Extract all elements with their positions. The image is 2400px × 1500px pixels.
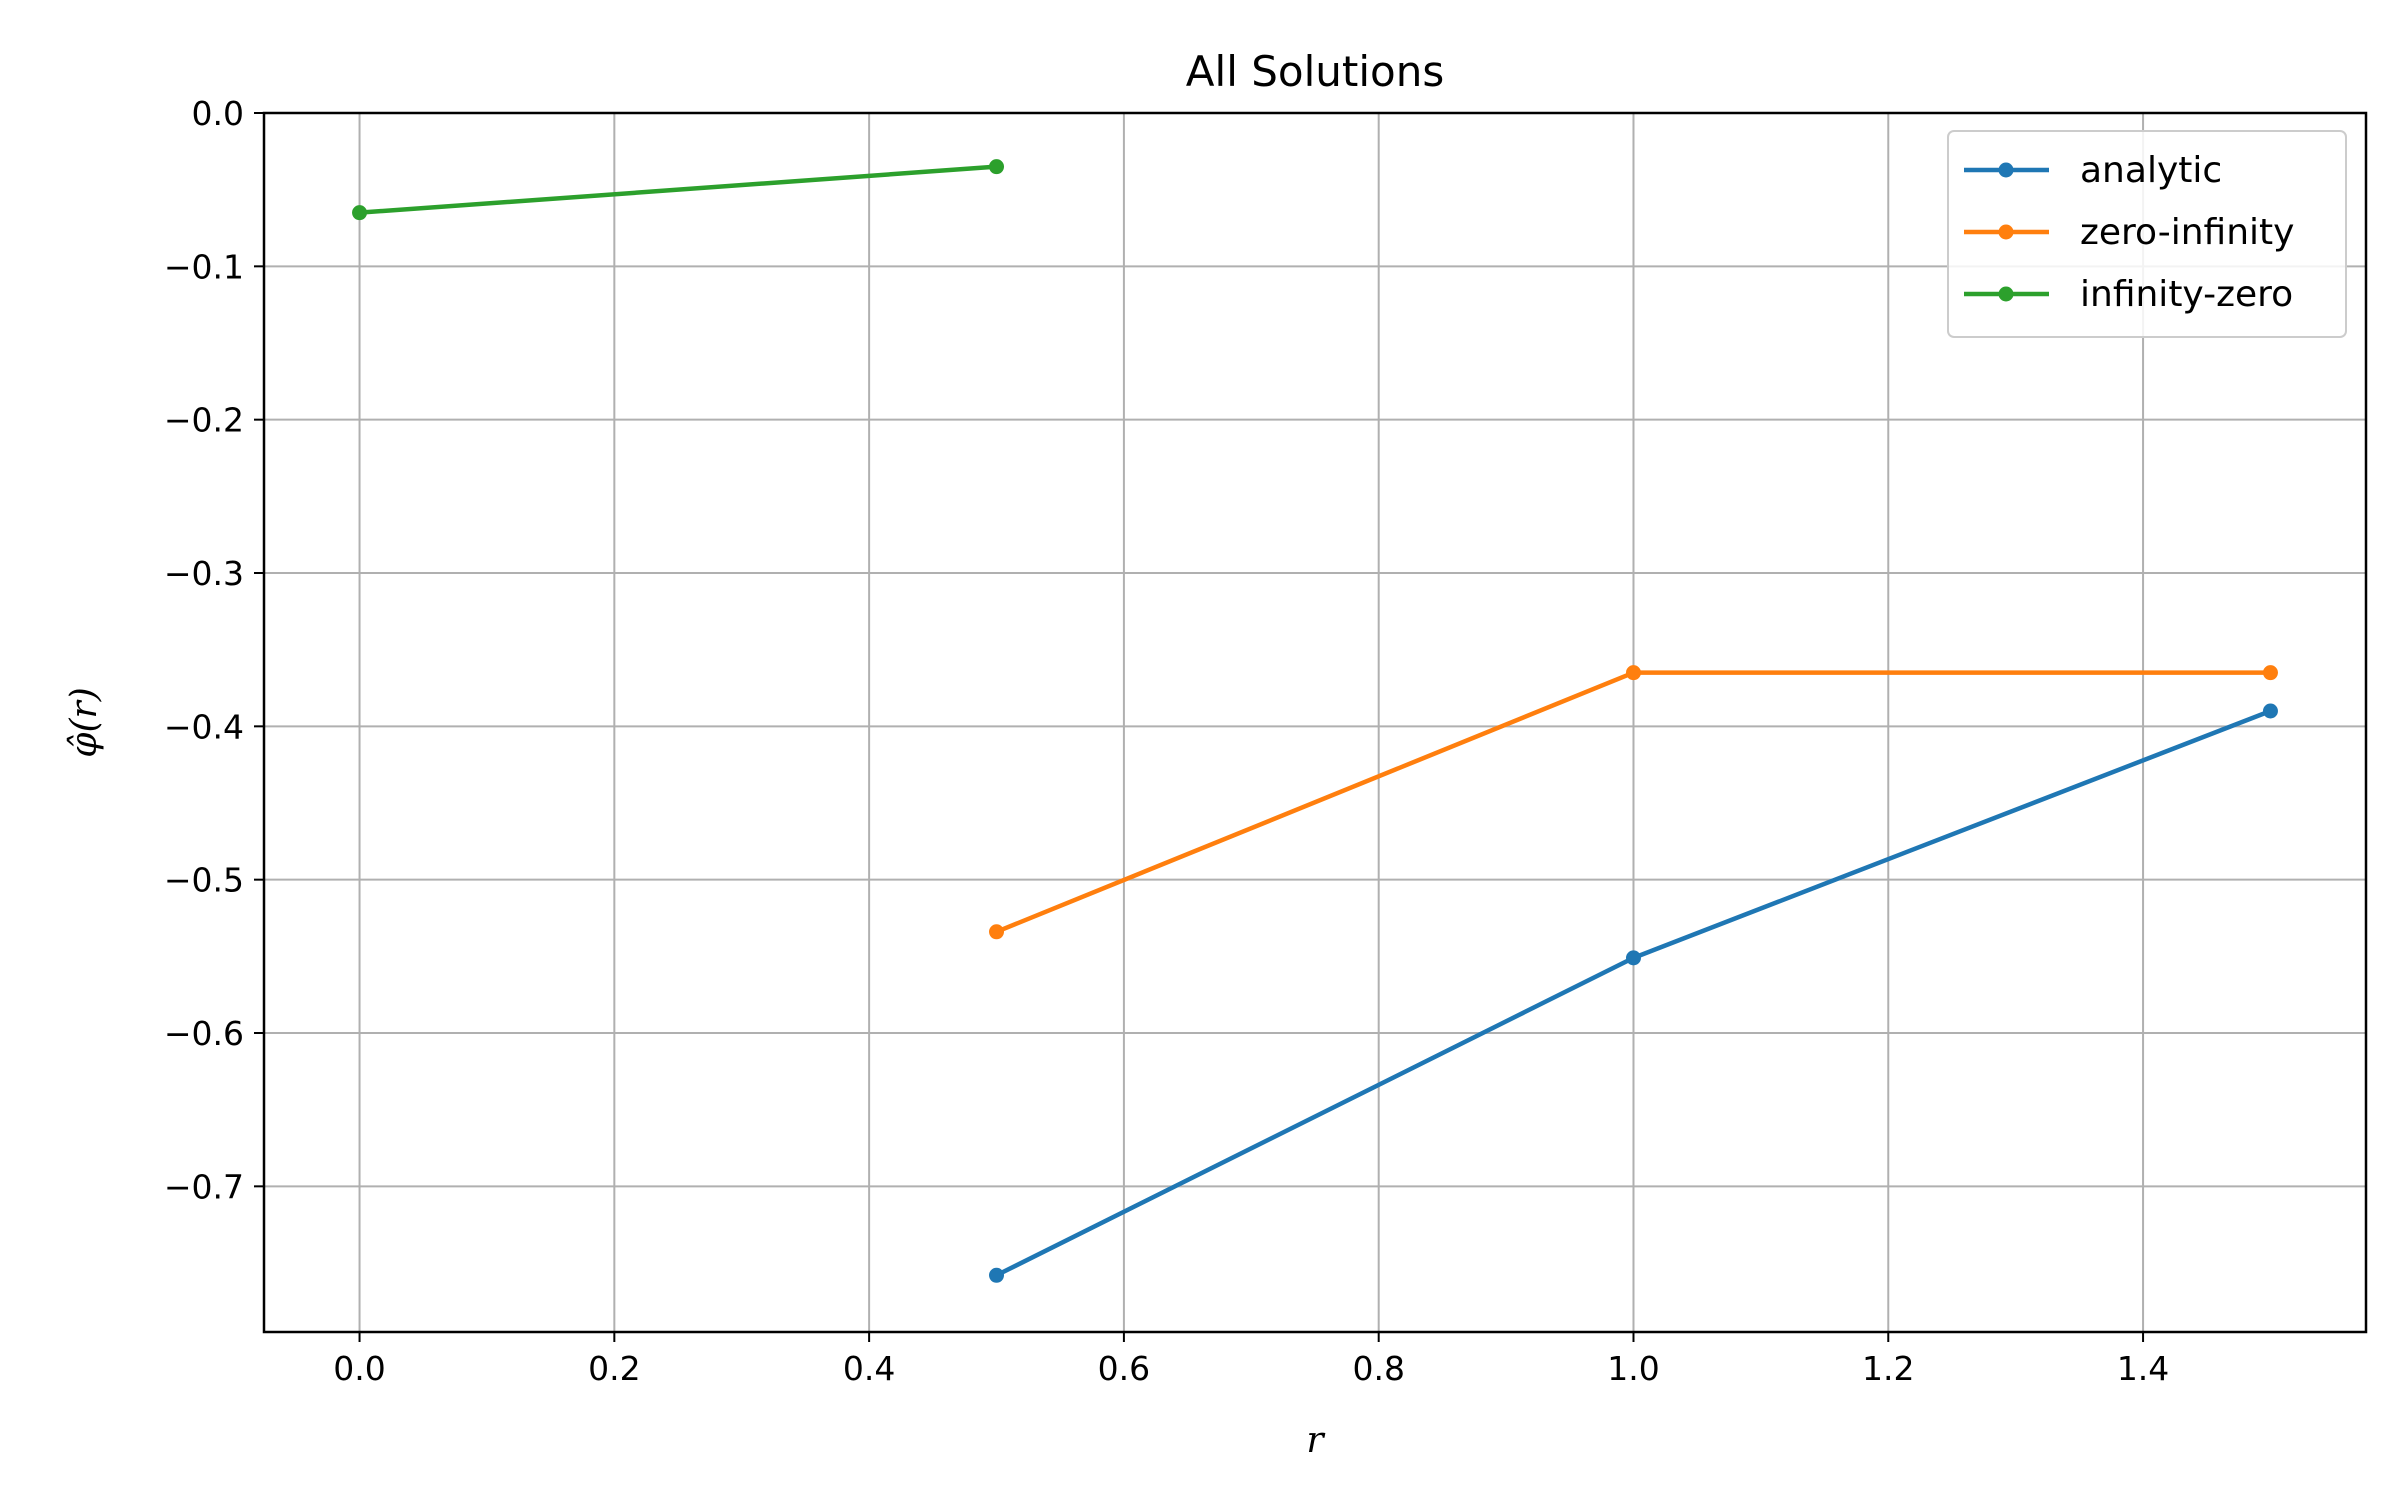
x-tick-label: 1.0 [1607,1349,1659,1388]
y-axis: 0.0 −0.1 −0.2 −0.3 −0.4 −0.5 −0.6 −0.7 [164,94,264,1206]
y-tick-label: −0.4 [164,707,244,746]
y-tick-label: −0.1 [164,247,244,286]
y-tick-label: −0.3 [164,554,244,593]
x-tick-label: 0.2 [588,1349,640,1388]
data-point-analytic [989,1267,1005,1283]
y-tick-label: −0.7 [164,1167,244,1206]
y-tick-label: 0.0 [192,94,244,133]
data-point-zero-infinity [989,924,1005,940]
x-tick-label: 1.2 [1862,1349,1914,1388]
y-tick-label: −0.6 [164,1014,244,1053]
x-tick-label: 0.6 [1098,1349,1150,1388]
legend-label-analytic: analytic [2080,150,2222,191]
chart-title: All Solutions [1186,47,1444,96]
data-point-analytic [2262,703,2278,719]
data-point-infinity-zero [352,205,368,221]
y-tick-label: −0.2 [164,401,244,440]
x-axis-label: r [1306,1420,1325,1461]
x-tick-label: 1.4 [2117,1349,2169,1388]
x-tick-label: 0.8 [1352,1349,1404,1388]
legend-box [1947,130,2347,338]
legend-marker-analytic [1998,162,2014,178]
data-point-infinity-zero [989,159,1005,175]
y-axis-label: φ̂(r) [64,687,105,758]
plot-area-frame [262,111,2368,1334]
x-tick-label: 0.4 [843,1349,895,1388]
x-axis: 0.0 0.2 0.4 0.6 0.8 1.0 1.2 1.4 [333,1332,2169,1388]
y-tick-label: −0.5 [164,861,244,900]
legend: analytic zero-infinity infinity-zero [1947,130,2347,338]
series-line-infinity-zero [359,164,997,215]
data-point-zero-infinity [2262,665,2278,681]
data-point-analytic [1625,950,1641,966]
x-tick-label: 0.0 [333,1349,385,1388]
data-point-zero-infinity [1625,665,1641,681]
legend-label-zero-infinity: zero-infinity [2080,212,2294,253]
legend-marker-zero-infinity [1998,224,2014,240]
series-layer [352,159,2278,1283]
legend-marker-infinity-zero [1998,286,2014,302]
legend-label-infinity-zero: infinity-zero [2080,274,2293,315]
